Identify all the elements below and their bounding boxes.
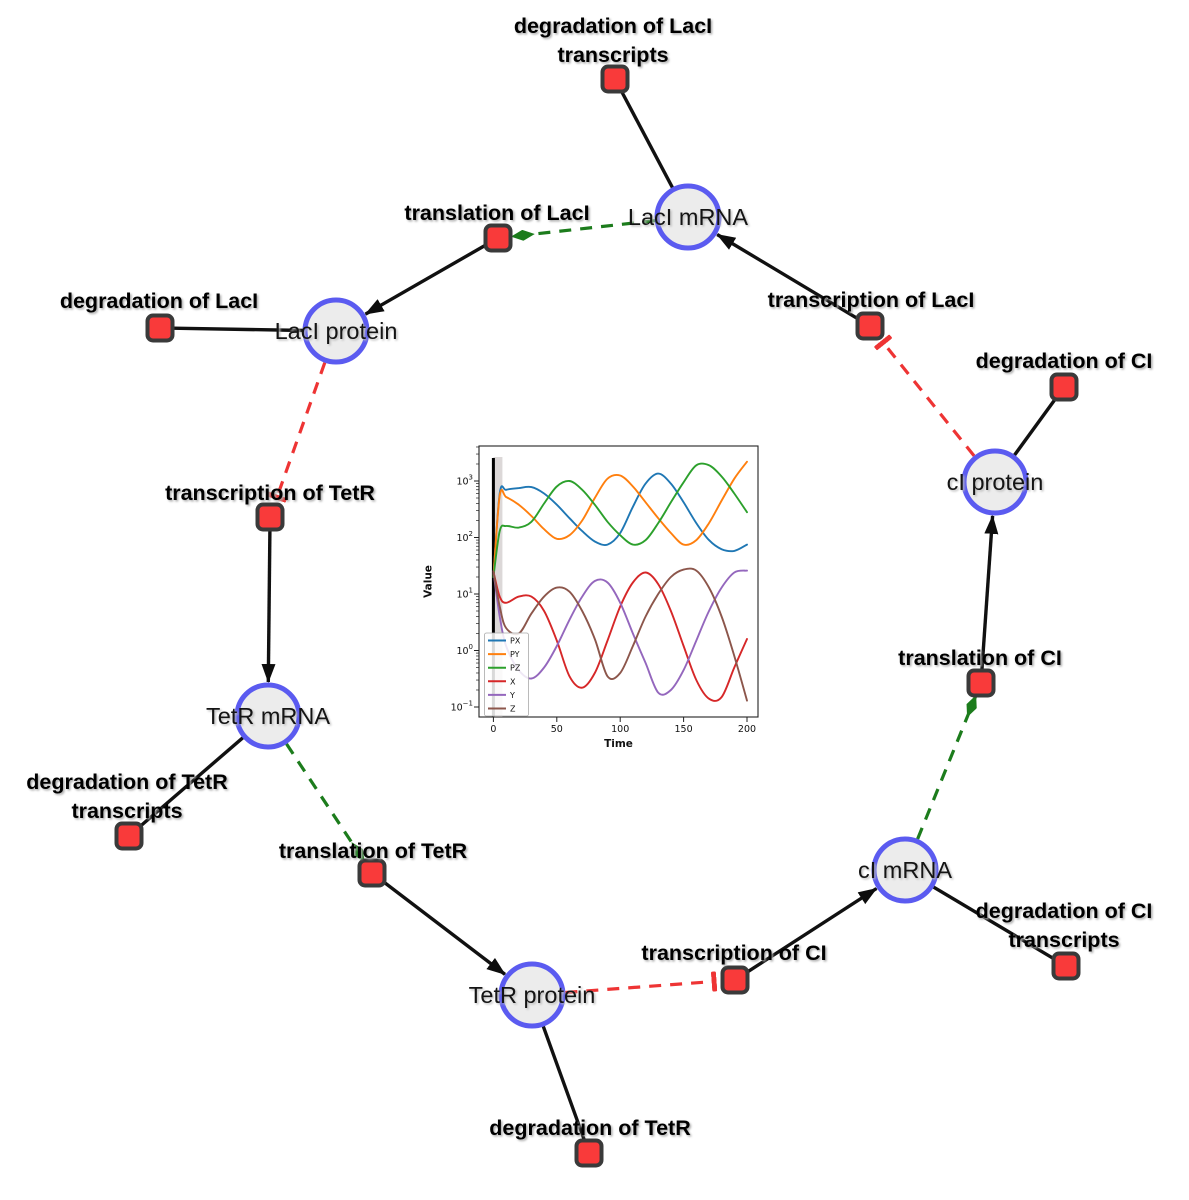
y-tick-label: 101 bbox=[456, 587, 473, 601]
y-tick-label: 103 bbox=[456, 474, 473, 488]
x-tick-label: 150 bbox=[675, 724, 693, 735]
edge-tetr-mrna-to-transl-tetr-activation bbox=[285, 743, 366, 863]
reaction-label-deg-laci-tx-line1: degradation of LacI bbox=[514, 14, 712, 38]
curve-Z bbox=[492, 567, 748, 702]
edge-transl-tetr-to-tetr-protein-production bbox=[381, 879, 507, 976]
inset-timecourse-chart: 103 102 101 100 10−1 0 50 100 150 200 Time Value PX P… bbox=[423, 445, 759, 750]
reaction-node-transl-tetr bbox=[357, 858, 387, 888]
species-label-ci-protein: cI protein bbox=[947, 469, 1044, 495]
edge-tetr-protein-to-deg-tetr-plain bbox=[540, 1023, 587, 1142]
curve-PX bbox=[492, 472, 748, 578]
edge-laci-protein-to-txn-tetr-inhibition bbox=[267, 362, 327, 503]
edges-layer bbox=[137, 89, 1058, 1142]
x-tick-label: 0 bbox=[490, 724, 496, 735]
legend-label-X: X bbox=[510, 677, 516, 686]
reaction-label-transl-laci: translation of LacI bbox=[404, 201, 589, 225]
edge-laci-mrna-to-deg-laci-tx-plain bbox=[619, 89, 676, 191]
reaction-node-deg-ci-tx bbox=[1051, 951, 1081, 981]
reaction-label-txn-laci: transcription of LacI bbox=[768, 288, 975, 312]
edge-txn-tetr-to-tetr-mrna-production bbox=[261, 529, 276, 683]
legend-label-PZ: PZ bbox=[510, 664, 521, 673]
species-node-laci-protein bbox=[302, 297, 370, 365]
species-node-laci-mrna bbox=[654, 183, 722, 251]
reaction-node-transl-ci bbox=[966, 668, 996, 698]
reaction-node-deg-laci bbox=[145, 313, 175, 343]
edge-laci-mrna-to-transl-laci-activation bbox=[510, 219, 655, 241]
species-label-tetr-mrna: TetR mRNA bbox=[206, 703, 330, 729]
legend-label-PX: PX bbox=[510, 637, 521, 646]
reaction-label-deg-tetr: degradation of TetR bbox=[489, 1116, 691, 1140]
edge-transl-ci-to-ci-protein-production bbox=[980, 514, 999, 671]
legend-box bbox=[484, 632, 529, 717]
species-node-ci-mrna bbox=[871, 836, 939, 904]
legend-label-Z: Z bbox=[510, 705, 516, 714]
reaction-node-txn-ci bbox=[720, 965, 750, 995]
reaction-node-transl-laci bbox=[483, 223, 513, 253]
x-axis-label: Time bbox=[604, 738, 633, 750]
species-node-tetr-protein bbox=[498, 961, 566, 1029]
y-axis-label: Value bbox=[423, 565, 435, 598]
reaction-label-deg-laci-tx-line2: transcripts bbox=[557, 43, 668, 67]
reaction-label-deg-ci: degradation of CI bbox=[976, 349, 1153, 373]
reaction-node-deg-tetr-tx bbox=[114, 821, 144, 851]
curve-PZ bbox=[492, 462, 748, 578]
legend-label-PY: PY bbox=[510, 650, 520, 659]
reaction-label-txn-tetr: transcription of TetR bbox=[165, 481, 375, 505]
nodes-layer bbox=[114, 64, 1081, 1168]
reaction-label-deg-tetr-tx-line2: transcripts bbox=[71, 799, 182, 823]
x-tick-label: 100 bbox=[611, 724, 629, 735]
species-node-ci-protein bbox=[961, 448, 1029, 516]
species-label-ci-mrna: cI mRNA bbox=[858, 857, 952, 883]
reaction-label-transl-ci: translation of CI bbox=[898, 646, 1062, 670]
x-tick-label: 50 bbox=[551, 724, 563, 735]
labels-layer: degradation of LacI transcripts translatio… bbox=[26, 14, 1152, 1140]
y-tick-label: 10−1 bbox=[451, 700, 473, 714]
curve-X bbox=[492, 570, 748, 702]
reaction-label-transl-tetr: translation of TetR bbox=[279, 839, 468, 863]
edge-ci-mrna-to-deg-ci-tx-plain bbox=[930, 884, 1056, 961]
y-tick-label: 100 bbox=[456, 643, 473, 657]
species-label-laci-protein: LacI protein bbox=[275, 318, 398, 344]
species-label-laci-mrna: LacI mRNA bbox=[628, 204, 748, 230]
edge-ci-mrna-to-transl-ci-activation bbox=[916, 695, 977, 840]
species-label-tetr-protein: TetR protein bbox=[469, 982, 596, 1008]
reaction-node-txn-tetr bbox=[255, 502, 285, 532]
reaction-node-deg-ci bbox=[1049, 372, 1079, 402]
curve-PY bbox=[492, 460, 748, 578]
reaction-label-deg-tetr-tx-line1: degradation of TetR bbox=[26, 770, 228, 794]
reaction-node-deg-tetr bbox=[574, 1138, 604, 1168]
edge-tetr-protein-to-txn-ci-inhibition bbox=[565, 971, 718, 995]
legend-label-Y: Y bbox=[509, 691, 515, 700]
edge-transl-laci-to-laci-protein-production bbox=[364, 243, 488, 316]
x-tick-label: 200 bbox=[738, 724, 756, 735]
reaction-label-deg-ci-tx-line1: degradation of CI bbox=[976, 899, 1153, 923]
edge-ci-protein-to-deg-ci-plain bbox=[1011, 396, 1058, 458]
edge-laci-protein-to-deg-laci-plain bbox=[172, 326, 306, 333]
edge-ci-protein-to-txn-laci-inhibition bbox=[874, 334, 976, 457]
reaction-label-deg-laci: degradation of LacI bbox=[60, 289, 258, 313]
reaction-label-deg-ci-tx-line2: transcripts bbox=[1008, 928, 1119, 952]
reaction-label-txn-ci: transcription of CI bbox=[641, 941, 826, 965]
y-tick-label: 102 bbox=[456, 530, 473, 544]
edge-tetr-mrna-to-deg-tetr-tx-plain bbox=[137, 735, 246, 829]
curves-layer bbox=[492, 460, 748, 702]
edge-txn-laci-to-laci-mrna-production bbox=[716, 233, 860, 321]
reaction-node-txn-laci bbox=[855, 311, 885, 341]
reaction-node-deg-laci-tx bbox=[600, 64, 630, 94]
species-node-tetr-mrna bbox=[234, 682, 302, 750]
edge-txn-ci-to-ci-mrna-production bbox=[744, 887, 878, 975]
